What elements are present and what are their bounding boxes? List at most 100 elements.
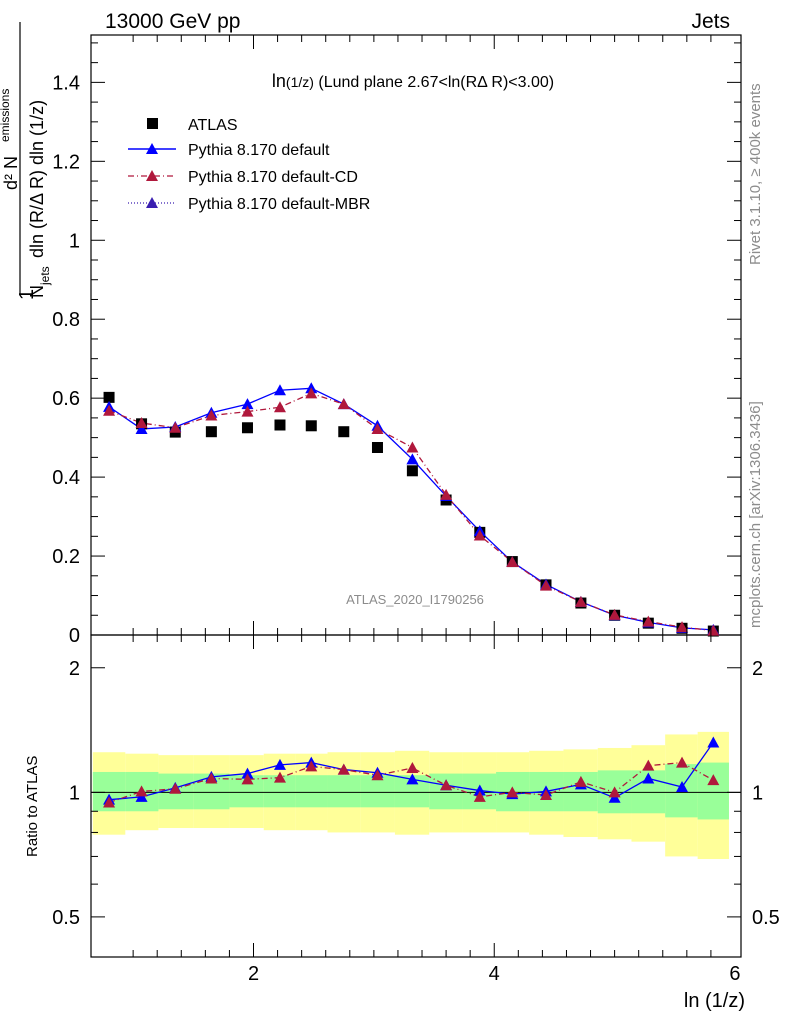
plot-frames <box>90 34 742 958</box>
rivet-label: Rivet 3.1.10, ≥ 400k events <box>747 83 764 265</box>
x-axis-label: ln (1/z) <box>684 990 745 1012</box>
series-1-point-9 <box>406 453 419 465</box>
ratio-series-1-point-18 <box>707 736 720 748</box>
series-2-point-3 <box>205 409 218 421</box>
legend-default-label: Pythia 8.170 default <box>188 142 330 159</box>
series-2-point-12 <box>506 555 519 567</box>
mcplots-label: mcplots.cern.ch [arXiv:1306.3436] <box>747 401 764 628</box>
ratio-series-1-point-5 <box>273 758 286 770</box>
mcplots-label-group: mcplots.cern.ch [arXiv:1306.3436] <box>747 401 764 628</box>
ratio-series-1-point-16 <box>642 772 655 784</box>
plot-title: ln(1/z) (Lund plane 2.67<ln(RΔ R)<3.00) <box>272 71 554 91</box>
series-2-point-17 <box>676 621 689 633</box>
series-2-point-9 <box>406 441 419 453</box>
y-tick-label-3: 0.6 <box>52 388 80 410</box>
ratio-tick-label-left-2: 2 <box>69 658 80 680</box>
ratio-uncertainty-bands <box>92 731 729 860</box>
ratio-y-label: Ratio to ATLAS <box>24 756 41 857</box>
y-label-top: d² N emissions <box>0 89 21 190</box>
y-label-bottom: N jets dln (R/Δ R) dln (1/z) <box>27 100 52 298</box>
ratio-series-2-point-6 <box>305 760 318 772</box>
atlas-point-9 <box>406 465 418 477</box>
legend-cd-label: Pythia 8.170 default-CD <box>188 169 358 186</box>
x-tick-label-6: 6 <box>729 963 740 985</box>
x-tick-label-4: 4 <box>489 963 500 985</box>
series-1-point-1 <box>135 422 148 434</box>
inner-band-bin-7 <box>327 775 361 808</box>
y-axis-label: 1 <box>16 289 38 300</box>
series-2-point-13 <box>540 579 552 591</box>
ratio-series-2-point-1 <box>135 785 148 797</box>
legend-atlas-marker <box>147 118 158 129</box>
y-tick-label-7: 1.4 <box>52 72 80 94</box>
ratio-tick-label-left-1: 1 <box>69 782 80 804</box>
ratio-plot-frame <box>90 634 742 958</box>
y-label-d2n: d² N <box>1 156 21 190</box>
rivet-label-group: Rivet 3.1.10, ≥ 400k events <box>747 83 764 265</box>
ratio-series-2-point-0 <box>103 796 116 808</box>
series-2-point-2 <box>169 421 182 433</box>
ratio-tick-label-right-2: 2 <box>752 658 763 680</box>
x-tick-label-2: 2 <box>248 963 259 985</box>
atlas-point-5 <box>274 419 286 431</box>
atlas-point-4 <box>241 422 253 434</box>
inner-band-bin-8 <box>360 775 395 808</box>
ratio-series-2-point-16 <box>642 759 655 771</box>
atlas-point-3 <box>205 426 217 438</box>
axis-ticks: 2 4 6 0 0.2 0.4 0.6 0.8 1 1.2 1.4 0.5 0.5 1 1 2 2 <box>52 35 780 985</box>
series-2-point-5 <box>273 401 286 413</box>
y-tick-label-5: 1 <box>69 230 80 252</box>
y-label-rest: dln (R/Δ R) dln (1/z) <box>27 100 47 258</box>
header-left: 13000 GeV pp <box>105 10 240 33</box>
ratio-series-2-point-5 <box>273 771 286 783</box>
y-tick-label-0: 0 <box>69 625 80 647</box>
series-2-point-1 <box>135 417 148 429</box>
ratio-series-2-point-7 <box>337 763 350 775</box>
atlas-point-7 <box>338 426 350 438</box>
ratio-series-2-point-18 <box>707 774 720 786</box>
legend-mbr-label: Pythia 8.170 default-MBR <box>188 196 370 213</box>
series-2-point-8 <box>371 422 384 434</box>
ratio-series-2-point-12 <box>506 786 519 798</box>
series-2-point-14 <box>574 595 587 607</box>
analysis-label: ATLAS_2020_I1790256 <box>346 592 484 607</box>
legend-mbr-marker <box>146 197 158 208</box>
data-markers <box>103 382 720 808</box>
ratio-series-2-point-15 <box>608 786 621 798</box>
series-1-point-5 <box>273 384 286 396</box>
series-2-point-11 <box>473 529 486 541</box>
atlas-point-6 <box>305 420 317 432</box>
y-label-jets: jets <box>38 266 52 286</box>
ratio-series-1-point-11 <box>473 784 486 796</box>
series-2-point-15 <box>608 608 621 620</box>
ratio-series-1-point-17 <box>676 781 689 793</box>
y-tick-label-6: 1.2 <box>52 151 80 173</box>
ratio-series-1-point-9 <box>406 773 419 785</box>
ratio-y-label-group: Ratio to ATLAS <box>24 756 41 857</box>
series-2-point-4 <box>241 405 254 417</box>
inner-band-bin-18 <box>697 762 729 820</box>
y-tick-label-1: 0.2 <box>52 546 80 568</box>
title-rest: (Lund plane 2.67<ln(RΔ R)<3.00) <box>314 74 554 91</box>
atlas-point-8 <box>371 442 383 453</box>
y-label-numerator: 1 <box>16 289 38 300</box>
atlas-point-0 <box>103 391 115 403</box>
ratio-tick-label-right-1: 1 <box>752 782 763 804</box>
legend-atlas-label: ATLAS <box>188 117 238 134</box>
ratio-series-2-point-11 <box>473 790 486 802</box>
legend-cd-marker <box>146 170 158 181</box>
legend-default-marker <box>146 143 158 154</box>
y-tick-label-4: 0.8 <box>52 309 80 331</box>
legend: ATLAS Pythia 8.170 default Pythia 8.170 … <box>128 117 370 213</box>
ratio-series-2-point-13 <box>540 789 552 801</box>
ratio-series-2-point-14 <box>574 775 587 787</box>
ratio-series-2-point-4 <box>241 773 254 785</box>
ratio-series-2-point-2 <box>169 782 182 794</box>
ratio-tick-label-right-0: 0.5 <box>752 907 780 929</box>
series-2-point-7 <box>337 398 350 410</box>
series-2-point-16 <box>642 615 655 627</box>
series-1-point-4 <box>241 398 254 410</box>
ratio-series-2-point-9 <box>406 761 419 773</box>
series-2-point-6 <box>305 387 318 399</box>
